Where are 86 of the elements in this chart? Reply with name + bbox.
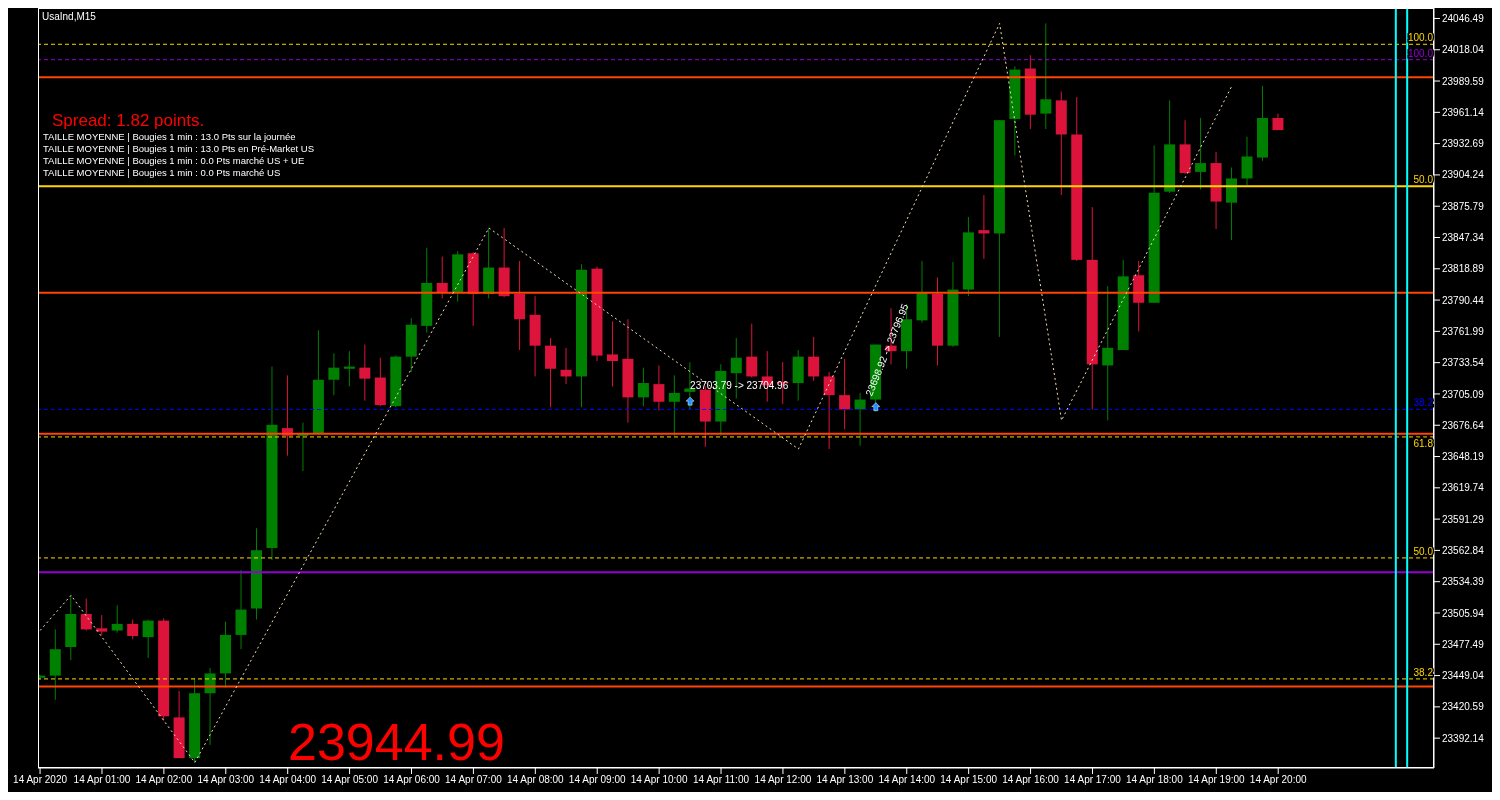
candlestick	[359, 344, 371, 402]
x-tick-label: 14 Apr 02:00	[135, 774, 193, 786]
y-tick-label: 23932.69	[1442, 138, 1485, 150]
chart-title: UsaInd,M15	[42, 11, 97, 22]
annotation: 50.0	[1413, 545, 1434, 557]
candlestick	[111, 604, 123, 634]
candlestick	[823, 371, 835, 450]
x-tick-label: 14 Apr 17:00	[1064, 774, 1122, 786]
annotation: 50.0	[1413, 174, 1434, 186]
candlestick	[80, 598, 92, 632]
candlestick	[854, 392, 866, 447]
line-series	[39, 22, 1233, 763]
y-tick-label: 23904.24	[1442, 169, 1485, 181]
y-tick-label: 23676.64	[1442, 419, 1485, 431]
x-tick-label: 14 Apr 14:00	[878, 774, 936, 786]
x-tick-label: 14 Apr 18:00	[1126, 774, 1184, 786]
candlestick	[343, 350, 355, 387]
candlestick	[1195, 117, 1207, 190]
y-tick-label: 23733.54	[1442, 357, 1485, 369]
candlestick	[96, 614, 108, 636]
annotation: 38.2	[1413, 397, 1434, 409]
y-tick-label: 23449.04	[1442, 670, 1485, 682]
x-tick-label: 14 Apr 08:00	[506, 774, 565, 786]
candlestick	[560, 347, 572, 385]
x-tick-label: 14 Apr 19:00	[1187, 774, 1246, 786]
annotation: Spread: 1.82 points.	[52, 111, 205, 130]
y-tick-label: 23619.74	[1442, 482, 1485, 494]
annotation: TAILLE MOYENNE | Bougies 1 min : 0.0 Pts marché US	[43, 167, 281, 178]
x-tick-label: 14 Apr 10:00	[630, 774, 688, 786]
candlestick	[545, 337, 557, 408]
y-tick-label: 23847.34	[1442, 232, 1485, 244]
x-tick-label: 14 Apr 2020	[13, 774, 68, 786]
candlestick	[839, 358, 851, 430]
candlestick	[668, 374, 680, 437]
y-tick-label: 23989.59	[1442, 75, 1485, 87]
y-tick-label: 23392.14	[1442, 732, 1485, 744]
x-tick-label: 14 Apr 01:00	[73, 774, 131, 786]
x-tick-label: 14 Apr 13:00	[816, 774, 874, 786]
candlestick	[142, 619, 154, 659]
annotation: TAILLE MOYENNE | Bougies 1 min : 13.0 Pts en Pré-Market US	[43, 143, 315, 154]
annotation: TAILLE MOYENNE | Bougies 1 min : 0.0 Pts marché US + UE	[43, 155, 305, 166]
y-tick-label: 23875.79	[1442, 200, 1485, 212]
x-tick-label: 14 Apr 20:00	[1249, 774, 1307, 786]
candlestick	[746, 323, 758, 379]
x-tick-label: 14 Apr 09:00	[568, 774, 627, 786]
y-tick-label: 23790.44	[1442, 294, 1485, 306]
candlestick	[1102, 285, 1114, 421]
y-tick-label: 23961.14	[1442, 106, 1485, 118]
x-tick-label: 14 Apr 07:00	[445, 774, 503, 786]
x-tick-label: 14 Apr 12:00	[754, 774, 812, 786]
candlestick	[808, 336, 820, 382]
candlestick	[1241, 136, 1253, 186]
x-tick-label: 14 Apr 11:00	[693, 774, 750, 786]
y-tick-label: 23818.89	[1442, 263, 1485, 275]
y-tick-label: 23534.39	[1442, 576, 1485, 588]
y-tick-label: 23761.99	[1442, 325, 1485, 337]
x-tick-label: 14 Apr 05:00	[321, 774, 379, 786]
annotation: 100.0	[1407, 47, 1434, 59]
y-tick-label: 23420.59	[1442, 701, 1485, 713]
x-tick-label: 14 Apr 16:00	[1002, 774, 1060, 786]
y-tick-label: 23591.29	[1442, 513, 1485, 525]
x-tick-label: 14 Apr 03:00	[197, 774, 255, 786]
candlestick	[1040, 22, 1052, 130]
y-tick-label: 23505.94	[1442, 607, 1485, 619]
candlestick	[730, 337, 742, 399]
annotation: 38.2	[1413, 666, 1434, 678]
y-tick-label: 23562.84	[1442, 544, 1485, 556]
x-tick-label: 14 Apr 06:00	[383, 774, 441, 786]
candlestick	[637, 367, 649, 407]
y-tick-label: 24046.49	[1442, 13, 1485, 25]
y-tick-label: 23648.19	[1442, 451, 1485, 463]
y-tick-label: 23705.09	[1442, 388, 1485, 400]
x-tick-label: 14 Apr 04:00	[259, 774, 317, 786]
candlestick	[606, 320, 618, 387]
candlestick	[978, 194, 990, 260]
y-tick-label: 23477.49	[1442, 638, 1485, 650]
annotation: 23944.99	[288, 713, 505, 771]
annotation: 100.0	[1407, 32, 1434, 44]
candlestick	[328, 352, 340, 396]
annotation: TAILLE MOYENNE | Bougies 1 min : 13.0 Pts sur la journée	[43, 131, 296, 142]
annotation: 61.8	[1413, 437, 1434, 449]
candlestick	[653, 364, 665, 412]
candlestick	[436, 256, 448, 299]
y-tick-label: 24018.04	[1442, 44, 1485, 56]
x-tick-label: 14 Apr 15:00	[940, 774, 998, 786]
candlestick	[127, 619, 139, 640]
